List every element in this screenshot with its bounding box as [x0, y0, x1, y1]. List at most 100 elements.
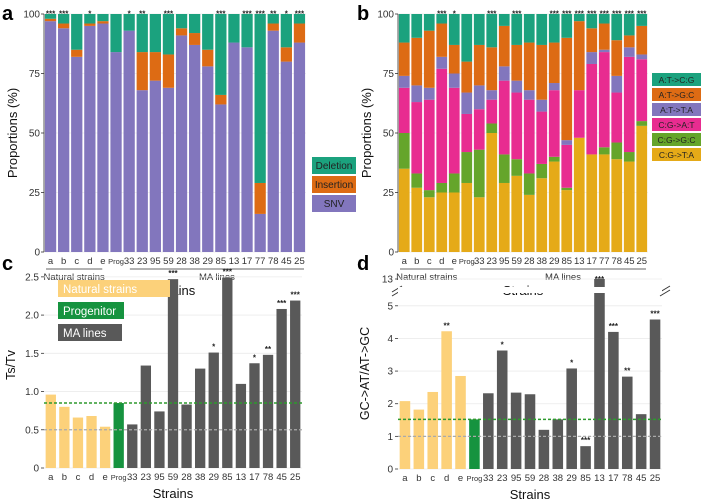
- bar-segment-c-g-t-a: [611, 159, 623, 252]
- bar-29: [566, 368, 577, 469]
- panel-letter: b: [357, 3, 369, 25]
- y-axis-title: Proportions (%): [5, 88, 20, 178]
- bar-segment-c-g-g-c: [598, 147, 610, 155]
- bar-segment-a-t-g-c: [486, 47, 498, 91]
- x-tick-label: 85: [580, 473, 591, 484]
- legend-label: A:T->C:G: [659, 75, 695, 85]
- x-tick-label: 25: [290, 472, 301, 483]
- x-tick-label: 85: [216, 256, 227, 267]
- x-tick-label: 25: [636, 256, 647, 267]
- bar-segment-a-t-t-a: [486, 90, 498, 100]
- significance-marker: ***: [46, 10, 56, 19]
- x-tick-label: 23: [486, 256, 497, 267]
- bar-segment-deletion: [241, 14, 253, 48]
- bar-segment-snv: [241, 47, 253, 252]
- bar-25: [649, 319, 661, 469]
- bar-38: [552, 419, 564, 469]
- bar-c: [427, 391, 439, 469]
- x-tick-label: b: [61, 256, 66, 267]
- bar-segment-a-t-g-c: [498, 25, 510, 67]
- group-label: MA lines: [199, 272, 235, 283]
- panel-letter: a: [2, 3, 14, 25]
- bar-85: [580, 446, 591, 469]
- bar-segment-c-g-t-a: [636, 125, 648, 252]
- legend-swatch-a-t-g-c: [652, 88, 701, 101]
- x-tick-label: 59: [525, 473, 536, 484]
- group-label: MA lines: [545, 272, 581, 283]
- bar-segment-snv: [58, 28, 70, 253]
- legend-label: MA lines: [63, 328, 107, 340]
- bar-segment-a-t-t-a: [523, 90, 535, 100]
- bar-segment-c-g-a-t: [511, 92, 523, 160]
- x-tick-label: 78: [611, 256, 622, 267]
- legend-swatch-a-t-t-a: [652, 103, 701, 116]
- bar-c: [72, 417, 84, 468]
- bar-segment-c-g-a-t: [548, 90, 560, 157]
- x-tick-label: a: [48, 472, 54, 483]
- bar-29: [208, 352, 219, 468]
- bar-segment-deletion: [280, 14, 292, 48]
- bar-segment-snv: [44, 21, 57, 252]
- significance-marker: ***: [168, 269, 178, 278]
- y-tick-label: 50: [29, 129, 41, 140]
- y-tick-label: 75: [29, 69, 41, 80]
- bar-segment-c-g-t-a: [411, 187, 423, 252]
- panel-letter: c: [2, 253, 13, 275]
- bar-segment-a-t-g-c: [561, 37, 573, 141]
- bar-segment-deletion: [202, 14, 214, 50]
- group-label: Natural strains: [396, 272, 457, 283]
- bar-25: [290, 300, 301, 468]
- bar-13: [235, 383, 247, 468]
- bar-segment-deletion: [97, 14, 109, 22]
- legend-box-ma: [58, 324, 122, 341]
- bar-prog: [469, 419, 480, 469]
- x-tick-label: 45: [276, 472, 287, 483]
- bar-segment-a-t-g-c: [448, 44, 460, 74]
- bar-segment-a-t-t-a: [636, 54, 648, 60]
- x-tick-label: Prog: [459, 257, 475, 266]
- bar-segment-a-t-c-g: [573, 14, 585, 22]
- bar-segment-snv: [293, 42, 306, 253]
- x-tick-label: e: [458, 473, 463, 484]
- x-tick-label: 38: [195, 472, 206, 483]
- legend-box-progenitor: [58, 302, 124, 319]
- x-tick-label: 17: [586, 256, 597, 267]
- bar-segment-a-t-c-g: [411, 14, 423, 38]
- x-tick-label: 33: [483, 473, 494, 484]
- bar-segment-c-g-a-t: [473, 109, 485, 150]
- bar-segment-insertion: [189, 33, 201, 45]
- x-tick-label: 13: [229, 256, 240, 267]
- bar-segment-insertion: [175, 28, 188, 36]
- significance-marker: ***: [277, 299, 287, 308]
- x-tick-label: 85: [561, 256, 572, 267]
- bar-segment-c-g-t-a: [598, 154, 610, 252]
- bar-b: [59, 406, 70, 468]
- bar-segment-a-t-t-a: [436, 56, 448, 69]
- bar-segment-a-t-c-g: [436, 14, 448, 24]
- bar-prog: [113, 403, 124, 468]
- panel-c-ts-tv: c00.51.01.52.02.5a b c d e Prog 33 23 95 59***28 3…: [2, 253, 302, 501]
- bar-segment-insertion: [202, 49, 214, 67]
- bar-segment-a-t-c-g: [523, 14, 535, 43]
- bar-segment-a-t-c-g: [536, 14, 548, 45]
- bar-segment-c-g-t-a: [573, 137, 585, 252]
- bar-segment-deletion: [136, 14, 148, 53]
- bar-segment-a-t-t-a: [598, 49, 610, 53]
- x-tick-label: 23: [497, 473, 508, 484]
- x-tick-label: c: [430, 473, 435, 484]
- bar-segment-c-g-t-a: [586, 154, 598, 252]
- x-tick-label: 59: [168, 472, 179, 483]
- significance-marker: ***: [581, 436, 591, 445]
- legend-label: SNV: [324, 199, 345, 210]
- x-tick-label: 29: [566, 473, 577, 484]
- bar-segment-a-t-g-c: [586, 28, 598, 53]
- bar-segment-c-g-a-t: [536, 111, 548, 164]
- significance-marker: ***: [625, 10, 635, 19]
- bar-segment-a-t-t-a: [511, 80, 523, 93]
- bar-28: [181, 404, 192, 468]
- bar-segment-c-g-g-c: [536, 163, 548, 179]
- x-tick-label: 77: [599, 256, 610, 267]
- bar-segment-a-t-g-c: [411, 37, 423, 86]
- bar-segment-a-t-t-a: [411, 85, 423, 103]
